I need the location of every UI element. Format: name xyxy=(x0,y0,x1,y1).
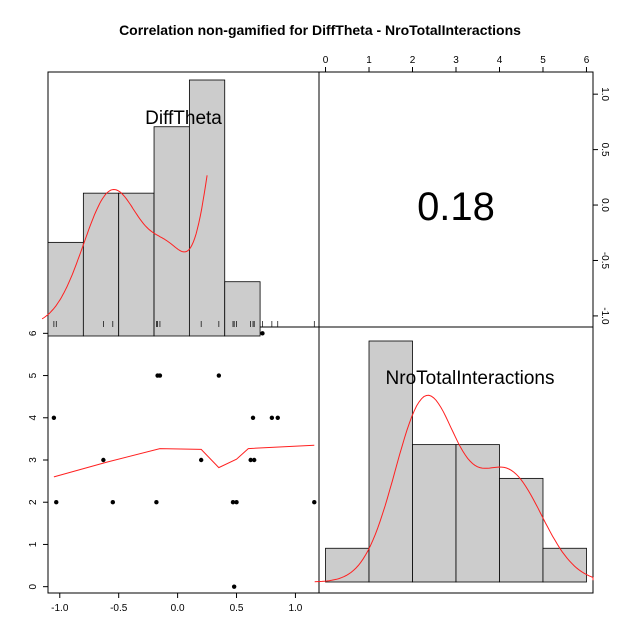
density-curve-difftheta xyxy=(41,175,208,320)
top-axis-tick-label-5: 5 xyxy=(540,55,546,66)
hist-bar-nrototal-3 xyxy=(455,444,500,583)
scatter-point-9 xyxy=(230,500,236,505)
scatter-point-2 xyxy=(101,457,106,463)
hist-bar-difftheta-3 xyxy=(153,126,190,337)
variable-label-nrototal: NroTotalInteractions xyxy=(386,368,555,389)
scatter-point-18 xyxy=(312,500,317,505)
density-curve-nrototal xyxy=(314,394,594,583)
x-axis-tick-label-4: 1.0 xyxy=(288,603,302,614)
scatter-point-12 xyxy=(248,457,253,463)
scatter-point-16 xyxy=(269,415,275,420)
chart-title: Correlation non-gamified for DiffTheta -… xyxy=(119,22,521,38)
right-axis-tick-label-2: 0.0 xyxy=(599,198,610,212)
y-axis-tick-label-5: 5 xyxy=(28,372,39,378)
top-axis-tick-label-0: 0 xyxy=(323,55,329,66)
top-axis-tick-label-6: 6 xyxy=(584,55,590,66)
x-axis-tick-label-2: 0.0 xyxy=(171,603,185,614)
hist-bar-difftheta-1 xyxy=(82,192,120,337)
correlation-value: 0.18 xyxy=(417,185,495,229)
variable-label-difftheta: DiffTheta xyxy=(145,108,222,129)
y-axis-tick-label-0: 0 xyxy=(28,583,39,589)
y-axis-tick-label-6: 6 xyxy=(28,330,39,336)
scatter-point-8 xyxy=(216,373,222,378)
hist-bar-nrototal-2 xyxy=(412,444,457,583)
scatter-point-4 xyxy=(154,500,159,505)
panel-border-3 xyxy=(318,326,594,594)
right-axis-tick-label-1: 0.5 xyxy=(599,143,610,157)
x-axis-tick-label-3: 0.5 xyxy=(230,603,244,614)
x-axis-tick-label-0: -1.0 xyxy=(51,603,69,614)
right-axis-tick-label-0: 1.0 xyxy=(599,87,610,101)
scatter-point-1 xyxy=(54,500,59,505)
right-axis-tick-label-3: -0.5 xyxy=(599,252,610,270)
hist-bar-difftheta-2 xyxy=(118,192,155,337)
y-axis-tick-label-2: 2 xyxy=(28,499,39,505)
scatter-point-17 xyxy=(275,415,280,420)
scatter-point-3 xyxy=(110,500,116,505)
hist-bar-nrototal-5 xyxy=(542,547,587,583)
smooth-line xyxy=(53,444,315,478)
hist-bar-difftheta-5 xyxy=(224,281,261,337)
hist-bar-difftheta-4 xyxy=(188,79,226,337)
hist-bar-nrototal-0 xyxy=(325,547,370,583)
scatter-point-0 xyxy=(51,415,57,420)
top-axis-tick-label-1: 1 xyxy=(366,55,372,66)
scatter-point-11 xyxy=(234,500,239,505)
panel-border-2 xyxy=(47,326,320,594)
scatter-point-7 xyxy=(198,457,204,463)
scatter-point-14 xyxy=(251,457,257,463)
top-axis-tick-label-3: 3 xyxy=(453,55,459,66)
x-axis-tick-label-1: -0.5 xyxy=(110,603,128,614)
y-axis-tick-label-1: 1 xyxy=(28,541,39,547)
right-axis-tick-label-4: -1.0 xyxy=(599,307,610,325)
top-axis-tick-label-4: 4 xyxy=(497,55,503,66)
hist-bar-nrototal-1 xyxy=(368,340,413,583)
scatter-point-6 xyxy=(157,373,163,378)
plot-layer: DiffTheta 0.18 NroTotalInteractions -1.0 -0.… xyxy=(28,55,610,614)
scatter-point-13 xyxy=(250,415,256,420)
y-axis-tick-label-3: 3 xyxy=(28,457,39,463)
y-axis-tick-label-4: 4 xyxy=(28,415,39,421)
hist-bar-nrototal-4 xyxy=(499,477,544,583)
scatter-point-15 xyxy=(260,331,265,336)
scatter-point-10 xyxy=(231,584,237,589)
top-axis-tick-label-2: 2 xyxy=(410,55,416,66)
